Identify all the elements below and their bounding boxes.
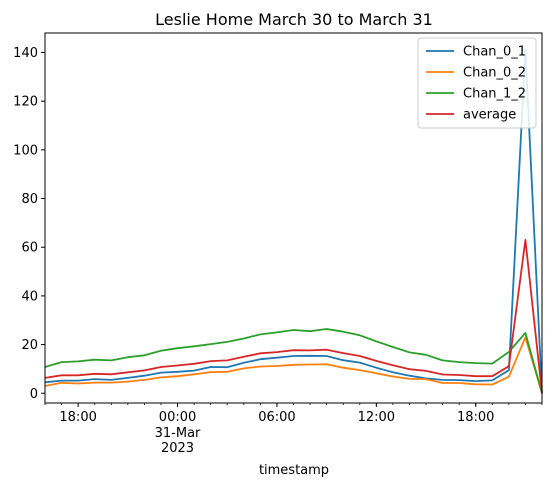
y-tick-label: 120 bbox=[13, 95, 38, 110]
y-tick-label: 40 bbox=[21, 289, 38, 304]
legend-label: Chan_1_2 bbox=[463, 87, 526, 102]
y-tick-label: 80 bbox=[21, 192, 38, 207]
y-tick-label: 60 bbox=[21, 241, 38, 256]
chart-title: Leslie Home March 30 to March 31 bbox=[155, 10, 433, 29]
x-tick-label: 00:00 bbox=[159, 410, 196, 425]
y-tick-label: 20 bbox=[21, 338, 38, 353]
legend-label: Chan_0_2 bbox=[463, 66, 526, 81]
x-tick-label: 12:00 bbox=[358, 410, 395, 425]
series-layer bbox=[44, 49, 543, 394]
series-line-average bbox=[44, 238, 543, 394]
x-tick-label: 06:00 bbox=[258, 410, 295, 425]
series-line-Chan_0_2 bbox=[44, 336, 543, 394]
legend-label: Chan_0_1 bbox=[463, 45, 526, 60]
y-tick-label: 100 bbox=[13, 143, 38, 158]
x-tick-label: 18:00 bbox=[59, 410, 96, 425]
legend-box bbox=[417, 37, 537, 129]
legend-label: average bbox=[463, 108, 516, 123]
x-tick-sublabel: 2023 bbox=[161, 441, 194, 456]
series-line-Chan_1_2 bbox=[44, 328, 543, 394]
y-axis: 0 20 40 60 80 100 120 140 bbox=[13, 46, 45, 402]
x-axis-label: timestamp bbox=[259, 463, 329, 478]
series-line-Chan_0_1 bbox=[44, 49, 543, 394]
x-tick-sublabel: 31-Mar bbox=[155, 426, 201, 441]
x-tick-label: 18:00 bbox=[457, 410, 494, 425]
y-tick-label: 0 bbox=[30, 387, 38, 402]
y-tick-label: 140 bbox=[13, 46, 38, 61]
